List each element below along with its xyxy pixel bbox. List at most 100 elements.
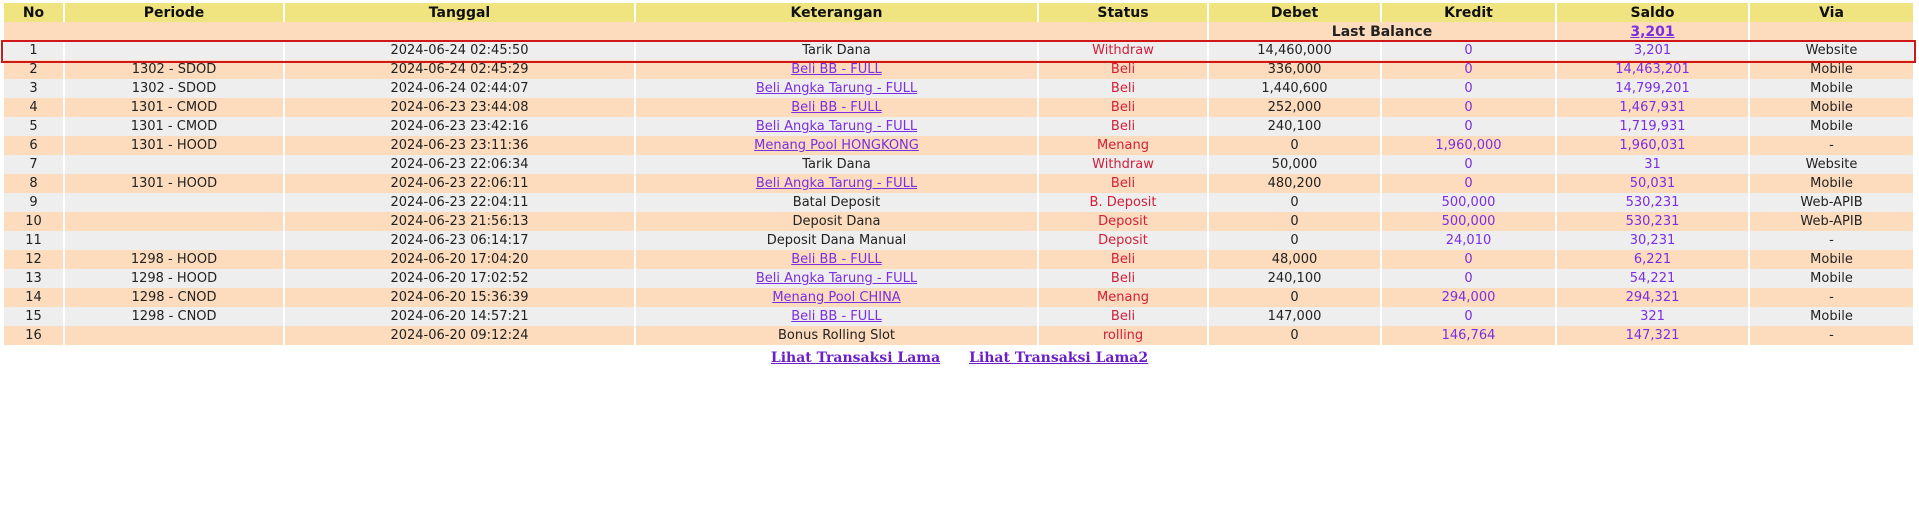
- tanggal-cell: 2024-06-20 09:12:24: [285, 326, 634, 345]
- keterangan-link[interactable]: Beli Angka Tarung - FULL: [755, 81, 918, 96]
- debet-cell: 0: [1209, 193, 1380, 212]
- via-cell: Mobile: [1750, 269, 1913, 288]
- status-cell: Beli: [1039, 174, 1207, 193]
- kredit-cell: 0: [1382, 155, 1555, 174]
- via-cell: Mobile: [1750, 250, 1913, 269]
- table-row: 4 1301 - CMOD 2024-06-23 23:44:08 Beli BB -…: [4, 98, 1913, 117]
- keterangan-link[interactable]: Menang Pool HONGKONG: [754, 138, 919, 153]
- tanggal-cell: 2024-06-23 23:42:16: [285, 117, 634, 136]
- last-balance-value[interactable]: 3,201: [1630, 23, 1675, 40]
- keterangan-link[interactable]: Beli Angka Tarung - FULL: [755, 271, 918, 286]
- status-cell: Withdraw: [1039, 41, 1207, 60]
- table-row: 3 1302 - SDOD 2024-06-24 02:44:07 Beli Angk…: [4, 79, 1913, 98]
- table-row: 12 1298 - HOOD 2024-06-20 17:04:20 Beli BB …: [4, 250, 1913, 269]
- keterangan-link[interactable]: Beli Angka Tarung - FULL: [755, 176, 918, 191]
- via-cell: Mobile: [1750, 307, 1913, 326]
- keterangan-cell: Batal Deposit: [636, 193, 1037, 212]
- saldo-cell: 54,221: [1557, 269, 1748, 288]
- keterangan-link[interactable]: Menang Pool CHINA: [772, 290, 901, 305]
- tanggal-cell: 2024-06-24 02:45:50: [285, 41, 634, 60]
- via-cell: Mobile: [1750, 60, 1913, 79]
- old-transactions-link[interactable]: Lihat Transaksi Lama: [770, 350, 941, 366]
- no-cell: 12: [4, 250, 63, 269]
- kredit-cell: 24,010: [1382, 231, 1555, 250]
- status-cell: Beli: [1039, 79, 1207, 98]
- keterangan-cell: Beli Angka Tarung - FULL: [636, 117, 1037, 136]
- kredit-cell: 146,764: [1382, 326, 1555, 345]
- no-cell: 10: [4, 212, 63, 231]
- status-cell: Deposit: [1039, 212, 1207, 231]
- table-row: 8 1301 - HOOD 2024-06-23 22:06:11 Beli Angk…: [4, 174, 1913, 193]
- keterangan-cell: Beli Angka Tarung - FULL: [636, 269, 1037, 288]
- tanggal-cell: 2024-06-20 15:36:39: [285, 288, 634, 307]
- saldo-cell: 530,231: [1557, 193, 1748, 212]
- status-cell: B. Deposit: [1039, 193, 1207, 212]
- header-saldo: Saldo: [1557, 3, 1748, 22]
- keterangan-cell: Deposit Dana Manual: [636, 231, 1037, 250]
- periode-cell: 1298 - CNOD: [65, 307, 283, 326]
- last-balance-cell: 3,201: [1557, 22, 1748, 41]
- no-cell: 11: [4, 231, 63, 250]
- via-cell: -: [1750, 136, 1913, 155]
- saldo-cell: 1,467,931: [1557, 98, 1748, 117]
- tanggal-cell: 2024-06-23 21:56:13: [285, 212, 634, 231]
- saldo-cell: 3,201: [1557, 41, 1748, 60]
- table-row: 16 2024-06-20 09:12:24 Bonus Rolling Slot r…: [4, 326, 1913, 345]
- keterangan-cell: Menang Pool HONGKONG: [636, 136, 1037, 155]
- kredit-cell: 0: [1382, 250, 1555, 269]
- debet-cell: 0: [1209, 212, 1380, 231]
- keterangan-cell: Menang Pool CHINA: [636, 288, 1037, 307]
- table-row: 10 2024-06-23 21:56:13 Deposit Dana Deposit…: [4, 212, 1913, 231]
- saldo-cell: 30,231: [1557, 231, 1748, 250]
- keterangan-cell: Beli BB - FULL: [636, 250, 1037, 269]
- header-kredit: Kredit: [1382, 3, 1555, 22]
- periode-cell: 1298 - HOOD: [65, 250, 283, 269]
- no-cell: 2: [4, 60, 63, 79]
- via-cell: Website: [1750, 155, 1913, 174]
- via-cell: Mobile: [1750, 79, 1913, 98]
- tanggal-cell: 2024-06-23 22:04:11: [285, 193, 634, 212]
- via-cell: -: [1750, 326, 1913, 345]
- debet-cell: 147,000: [1209, 307, 1380, 326]
- table-row: 6 1301 - HOOD 2024-06-23 23:11:36 Menang Po…: [4, 136, 1913, 155]
- debet-cell: 240,100: [1209, 117, 1380, 136]
- keterangan-cell: Beli Angka Tarung - FULL: [636, 174, 1037, 193]
- keterangan-link[interactable]: Beli BB - FULL: [791, 309, 882, 324]
- debet-cell: 14,460,000: [1209, 41, 1380, 60]
- header-status: Status: [1039, 3, 1207, 22]
- status-cell: Beli: [1039, 98, 1207, 117]
- table-row: 9 2024-06-23 22:04:11 Batal Deposit B. Depo…: [4, 193, 1913, 212]
- no-cell: 9: [4, 193, 63, 212]
- no-cell: 3: [4, 79, 63, 98]
- table-row: 2 1302 - SDOD 2024-06-24 02:45:29 Beli BB -…: [4, 60, 1913, 79]
- periode-cell: 1301 - HOOD: [65, 174, 283, 193]
- debet-cell: 50,000: [1209, 155, 1380, 174]
- no-cell: 6: [4, 136, 63, 155]
- no-cell: 14: [4, 288, 63, 307]
- no-cell: 1: [4, 41, 63, 60]
- keterangan-link[interactable]: Beli BB - FULL: [791, 100, 882, 115]
- kredit-cell: 0: [1382, 60, 1555, 79]
- saldo-cell: 31: [1557, 155, 1748, 174]
- header-row: No Periode Tanggal Keterangan Status Deb…: [4, 3, 1913, 22]
- old-transactions-2-link[interactable]: Lihat Transaksi Lama2: [969, 350, 1149, 366]
- no-cell: 8: [4, 174, 63, 193]
- footer-links: Lihat Transaksi Lama Lihat Transaksi Lam…: [0, 350, 1919, 366]
- kredit-cell: 294,000: [1382, 288, 1555, 307]
- keterangan-link[interactable]: Beli BB - FULL: [791, 252, 882, 267]
- keterangan-link[interactable]: Beli BB - FULL: [791, 62, 882, 77]
- kredit-cell: 0: [1382, 117, 1555, 136]
- keterangan-link[interactable]: Beli Angka Tarung - FULL: [755, 119, 918, 134]
- saldo-cell: 1,719,931: [1557, 117, 1748, 136]
- no-cell: 13: [4, 269, 63, 288]
- table-row: 11 2024-06-23 06:14:17 Deposit Dana Manual…: [4, 231, 1913, 250]
- via-cell: Web-APIB: [1750, 212, 1913, 231]
- keterangan-cell: Tarik Dana: [636, 155, 1037, 174]
- via-cell: Mobile: [1750, 174, 1913, 193]
- kredit-cell: 0: [1382, 269, 1555, 288]
- periode-cell: [65, 41, 283, 60]
- status-cell: Deposit: [1039, 231, 1207, 250]
- periode-cell: [65, 193, 283, 212]
- periode-cell: 1301 - HOOD: [65, 136, 283, 155]
- keterangan-cell: Beli BB - FULL: [636, 307, 1037, 326]
